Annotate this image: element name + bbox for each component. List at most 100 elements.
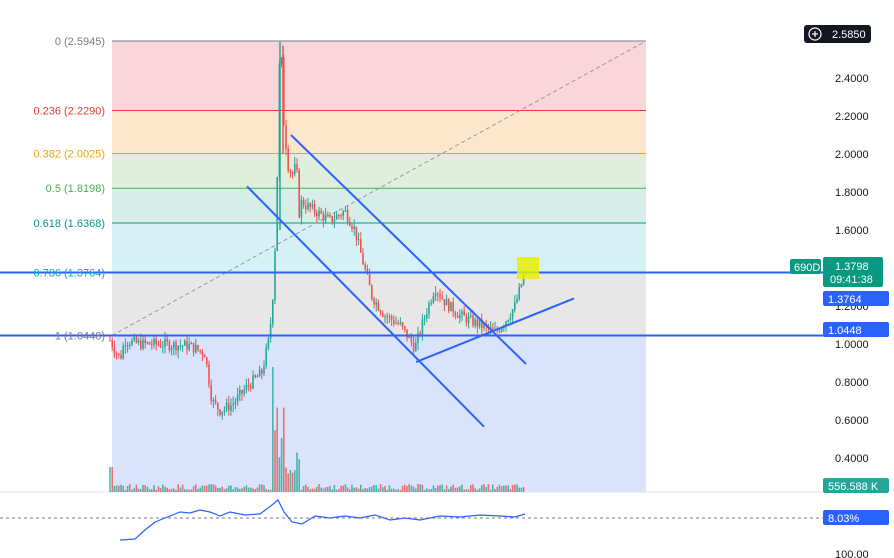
candle-body [426,314,428,318]
candle-body [305,206,307,210]
candle-body [250,385,252,389]
volume-bar [379,484,382,492]
candle-body [489,327,492,329]
candle-body [261,369,263,374]
candle-body [419,332,421,335]
volume-bar [199,487,201,492]
axis-tick-label: 1.8000 [835,187,869,199]
volume-bar [481,485,483,492]
volume-bar [503,485,505,492]
volume-bar [474,488,476,492]
candle-body [441,297,443,300]
candle-body [179,345,182,347]
candle-body [232,403,234,406]
fib-1-badge: 1.0448 [823,322,889,337]
volume-bar [210,484,212,492]
volume-bar [254,488,256,492]
volume-bar [113,486,116,492]
candle-body [476,319,479,327]
volume-bar [131,489,133,492]
volume-bar [441,484,443,492]
volume-bar [318,484,320,492]
candle-body [199,350,201,352]
candle-body [344,209,347,212]
volume-bar [390,488,393,492]
volume-bar [184,489,186,492]
fib-band [112,188,646,224]
candle-body [465,315,468,323]
fib-band [112,335,646,492]
candle-body [439,294,441,298]
indicator-badge-bg [823,510,889,525]
volume-bar [142,484,144,492]
volume-bar [386,489,388,492]
volume-bar [153,485,155,492]
candle-body [298,169,300,218]
current-high-badge: 2.5850 [804,25,871,43]
candle-body [322,213,325,221]
candle-body [206,357,208,365]
candle-body [428,303,430,315]
candle-body [131,340,133,345]
volume-bar [351,484,353,492]
volume-bar [276,407,278,492]
volume-bar [234,486,237,492]
volume-bar [223,489,226,492]
breakout-highlight [517,257,539,279]
candle-body [243,389,245,394]
volume-bar [129,484,131,492]
candle-body [122,346,124,359]
volume-bar [439,485,441,492]
volume-bar [412,486,415,492]
volume-bar [133,488,135,492]
volume-bar [382,487,384,492]
candle-body [507,320,509,322]
volume-bar [197,488,199,492]
last-price-badge-bg [823,257,883,287]
volume-bar [355,487,358,492]
volume-bar [311,488,314,492]
candle-body [274,250,276,301]
indicator-axis-label: 100.00 [835,549,869,558]
volume-bar [272,366,274,492]
volume-bar [111,467,113,492]
volume-bar [421,484,424,492]
candle-body [120,355,122,359]
candle-body [432,296,435,303]
candle-body [320,210,322,214]
volume-bar [137,488,140,492]
candle-body [247,384,250,386]
candle-body [450,301,452,312]
volume-bar [500,486,503,492]
candle-body [518,286,520,300]
axis-tick-label: 1.6000 [835,225,869,237]
candle-body [236,394,239,402]
candle-body [201,351,204,356]
volume-bar [456,487,459,492]
volume-bar [434,487,437,492]
volume-bar [250,487,252,492]
candle-body [386,316,388,318]
volume-bar [109,467,111,492]
volume-bar [496,486,498,492]
volume-bar [432,485,435,492]
candle-body [430,302,432,304]
volume-bar [368,487,371,492]
volume-bar [302,485,305,492]
volume-bar [478,488,481,492]
volume-bar [397,489,399,492]
candle-body [472,315,474,326]
fib-1-badge-bg [823,322,889,337]
volume-bar [166,487,168,492]
volume-bar [448,489,450,492]
volume-bar [294,470,296,492]
volume-bar [353,487,355,492]
volume-bar [419,484,421,492]
candle-body [272,300,274,325]
candle-body [434,293,437,297]
fib-level-label: 0.236 (2.2290) [33,105,105,117]
trendlines [0,134,835,428]
volume-bar [313,488,316,492]
fib-level-label: 0.382 (2.0025) [33,149,105,161]
